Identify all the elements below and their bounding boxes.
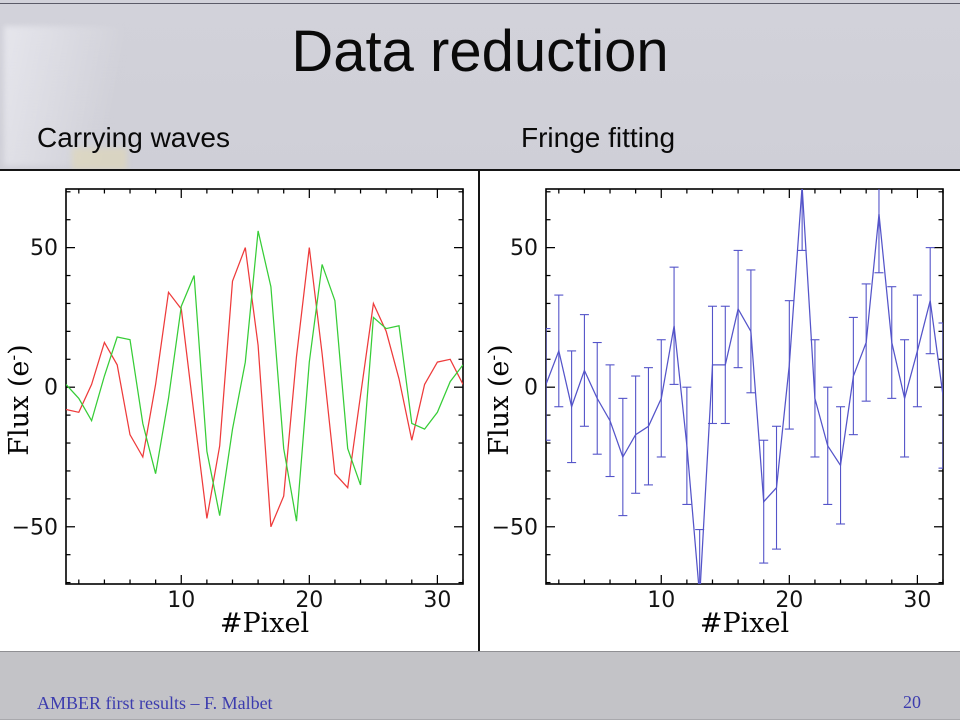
svg-text:50: 50 [30,236,58,261]
carrying-waves-chart: 10 20 30 −50 0 50 #Pixel Flux (e-) [4,188,464,639]
background-photo-highlight [4,26,174,166]
svg-text:30: 30 [903,588,931,613]
footer-bar: AMBER first results – F. Malbet 20 [0,651,960,720]
fringe-fitting-chart: 10 20 30 −50 0 50 #Pixel Flux (e-) [484,188,944,639]
svg-text:10: 10 [167,588,195,613]
svg-text:50: 50 [510,236,538,261]
slide-number: 20 [903,692,921,712]
plots-area: 10 20 30 −50 0 50 #Pixel Flux (e-) 10 20 30 −50 0 50… [0,169,960,651]
svg-text:0: 0 [44,376,58,401]
svg-text:0: 0 [524,376,538,401]
background-photo-warm-patch [72,148,127,170]
svg-text:10: 10 [647,588,675,613]
svg-text:−50: −50 [492,515,538,540]
top-rule [0,3,960,4]
slide-title: Data reduction [291,19,669,84]
svg-text:#Pixel: #Pixel [700,608,789,639]
svg-text:20: 20 [775,588,803,613]
svg-text:30: 30 [423,588,451,613]
panel-title-fringe-fitting: Fringe fitting [521,122,676,153]
svg-text:Flux (e-): Flux (e-) [4,344,35,455]
panel-divider [478,171,480,651]
svg-text:−50: −50 [12,515,58,540]
footer-text: AMBER first results – F. Malbet [37,693,273,713]
panel-title-carrying-waves: Carrying waves [37,122,230,153]
svg-text:20: 20 [295,588,323,613]
svg-text:Flux (e-): Flux (e-) [484,344,515,455]
svg-text:#Pixel: #Pixel [220,608,309,639]
